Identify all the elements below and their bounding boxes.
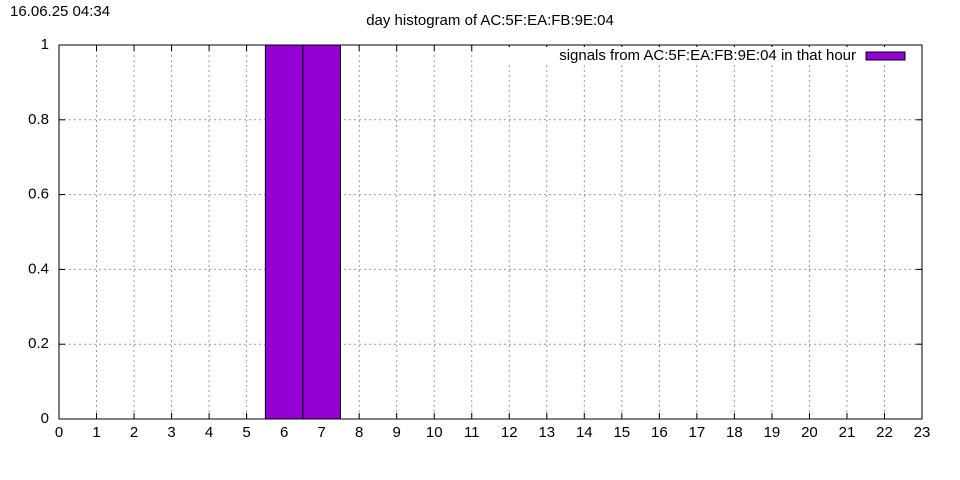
- x-tick-label: 6: [280, 424, 288, 441]
- x-tick-label: 5: [242, 424, 250, 441]
- x-tick-label: 10: [426, 424, 443, 441]
- x-tick-label: 23: [914, 424, 931, 441]
- x-tick-label: 19: [764, 424, 781, 441]
- x-tick-label: 1: [92, 424, 100, 441]
- x-tick-label: 13: [538, 424, 555, 441]
- y-tick-label: 0: [41, 410, 49, 427]
- x-tick-label: 11: [464, 424, 480, 441]
- x-tick-label: 18: [726, 424, 743, 441]
- y-tick-label: 1: [41, 36, 49, 53]
- x-tick-label: 20: [801, 424, 818, 441]
- x-tick-label: 17: [689, 424, 706, 441]
- x-tick-label: 8: [355, 424, 363, 441]
- x-tick-label: 0: [55, 424, 63, 441]
- x-tick-label: 7: [317, 424, 325, 441]
- x-tick-label: 12: [501, 424, 518, 441]
- x-tick-label: 21: [839, 424, 856, 441]
- y-tick-label: 0.4: [28, 260, 49, 277]
- bar: [302, 44, 341, 420]
- plot-frame: [58, 44, 923, 420]
- legend-bg: [505, 47, 915, 65]
- x-tick-label: 14: [576, 424, 593, 441]
- x-tick-label: 2: [130, 424, 138, 441]
- legend-swatch: [865, 51, 906, 61]
- x-tick-label: 16: [651, 424, 668, 441]
- y-tick-label: 0.6: [28, 186, 49, 203]
- x-tick-label: 22: [876, 424, 893, 441]
- x-tick-label: 4: [205, 424, 213, 441]
- y-tick-label: 0.2: [28, 335, 49, 352]
- x-tick-label: 15: [613, 424, 630, 441]
- timestamp: 16.06.25 04:34: [10, 3, 110, 20]
- y-tick-label: 0.8: [28, 111, 49, 128]
- x-tick-label: 9: [393, 424, 401, 441]
- legend-label: signals from AC:5F:EA:FB:9E:04 in that h…: [559, 47, 856, 64]
- chart-title: day histogram of AC:5F:EA:FB:9E:04: [366, 12, 614, 29]
- bar: [264, 44, 304, 420]
- x-tick-label: 3: [167, 424, 175, 441]
